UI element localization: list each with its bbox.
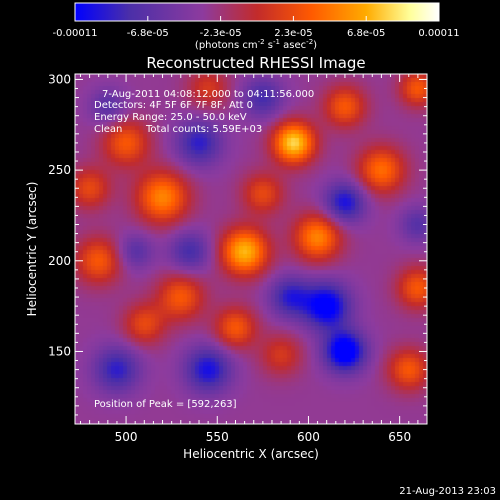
colorbar-tick-label: -0.00011: [53, 28, 98, 39]
colorbar-ramp: [74, 2, 440, 22]
colorbar-tick-label: 6.8e-05: [347, 28, 385, 39]
y-tick-label: 300: [48, 72, 71, 86]
axis-ticks: 500 550 600 650 150 200 250 300: [48, 72, 427, 444]
colorbar: -0.00011 -6.8e-05 -2.3e-05 2.3e-05 6.8e-05 0.…: [53, 2, 460, 51]
x-axis-label: Heliocentric X (arcsec): [183, 447, 319, 461]
colorbar-tick-label: 2.3e-05: [274, 28, 312, 39]
chart-title: Reconstructed RHESSI Image: [146, 54, 365, 72]
x-tick-label: 500: [115, 430, 138, 444]
total-counts-label: Total counts: 5.59E+03: [145, 124, 262, 135]
colorbar-tick-label: -6.8e-05: [127, 28, 169, 39]
time-range-label: 7-Aug-2011 04:08:12.000 to 04:11:56.000: [102, 89, 314, 100]
colorbar-tick-label: 0.00011: [418, 28, 459, 39]
energy-range-label: Energy Range: 25.0 - 50.0 keV: [94, 112, 247, 123]
clean-label: Clean: [94, 124, 122, 135]
y-tick-label: 200: [48, 254, 71, 268]
plot-frame: [74, 73, 428, 425]
x-tick-label: 600: [297, 430, 320, 444]
annotations: 7-Aug-2011 04:08:12.000 to 04:11:56.000 …: [94, 89, 314, 410]
x-tick-label: 650: [388, 430, 411, 444]
detectors-label: Detectors: 4F 5F 6F 7F 8F, Att 0: [94, 100, 253, 111]
footer-timestamp: 21-Aug-2013 23:03: [399, 486, 496, 497]
y-axis-label: Heliocentric Y (arcsec): [25, 182, 39, 317]
peak-position-label: Position of Peak = [592,263]: [94, 399, 237, 410]
x-tick-label: 550: [206, 430, 229, 444]
colorbar-tick-label: -2.3e-05: [200, 28, 242, 39]
colorbar-units: (photons cm-2 s-1 asec-2): [195, 38, 317, 51]
y-tick-label: 250: [48, 163, 71, 177]
y-tick-label: 150: [48, 344, 71, 358]
